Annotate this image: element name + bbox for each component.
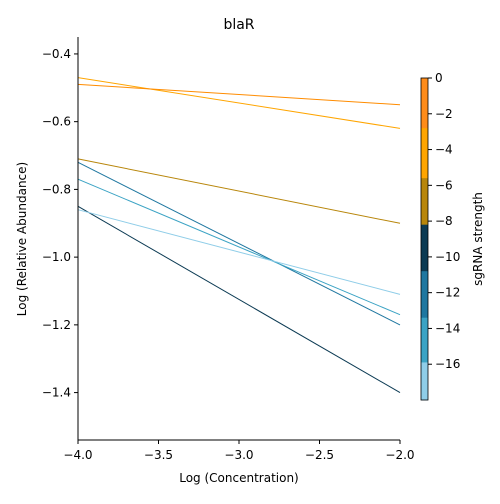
series-lines bbox=[77, 77, 401, 394]
series-line-4 bbox=[77, 161, 401, 326]
x-tick-label: −2.0 bbox=[385, 448, 414, 462]
y-tick-label: −1.2 bbox=[42, 318, 71, 332]
y-axis-label: Log (Relative Abundance) bbox=[15, 162, 29, 316]
colorbar-tick-label: −6 bbox=[435, 178, 453, 192]
colorbar-band-2 bbox=[421, 128, 428, 179]
colorbar-band-5 bbox=[421, 271, 428, 319]
x-ticks: −4.0 −3.5 −3.0 −2.5 −2.0 bbox=[63, 440, 415, 462]
series-line-3 bbox=[77, 158, 401, 224]
colorbar-ticks: 0 −2 −4 −6 −8 −10 −12 −14 −16 bbox=[428, 71, 460, 371]
y-tick-label: −1.0 bbox=[42, 250, 71, 264]
x-tick-label: −4.0 bbox=[63, 448, 92, 462]
x-tick-label: −3.0 bbox=[224, 448, 253, 462]
chart-title: blaR bbox=[223, 17, 254, 33]
colorbar-band-6 bbox=[421, 317, 428, 363]
colorbar-outline bbox=[420, 77, 429, 401]
axes bbox=[77, 37, 400, 441]
colorbar-tick-label: −8 bbox=[435, 214, 453, 228]
colorbar-tick-label: −10 bbox=[435, 250, 460, 264]
colorbar-tick-label: −14 bbox=[435, 321, 460, 335]
series-line-6 bbox=[77, 205, 401, 394]
y-tick-label: −1.4 bbox=[42, 386, 71, 400]
colorbar-tick-label: −2 bbox=[435, 107, 453, 121]
y-ticks: −1.4 −1.2 −1.0 −0.8 −0.6 −0.4 bbox=[42, 47, 78, 400]
colorbar-band-3 bbox=[421, 178, 428, 226]
colorbar-tick-label: −4 bbox=[435, 143, 453, 157]
colorbar-label: sgRNA strength bbox=[471, 192, 485, 286]
x-tick-label: −3.5 bbox=[144, 448, 173, 462]
colorbar-tick-label: −16 bbox=[435, 357, 460, 371]
colorbar bbox=[420, 77, 429, 401]
colorbar-tick-label: 0 bbox=[435, 71, 443, 85]
y-tick-label: −0.8 bbox=[42, 182, 71, 196]
series-line-5 bbox=[77, 178, 401, 316]
colorbar-tick-label: −12 bbox=[435, 286, 460, 300]
series-line-2 bbox=[77, 83, 401, 106]
y-tick-label: −0.4 bbox=[42, 47, 71, 61]
colorbar-band-1 bbox=[421, 78, 428, 129]
x-axis-label: Log (Concentration) bbox=[179, 471, 299, 485]
series-line-1 bbox=[77, 77, 401, 129]
y-tick-label: −0.6 bbox=[42, 115, 71, 129]
colorbar-band-7 bbox=[421, 362, 428, 401]
x-tick-label: −2.5 bbox=[305, 448, 334, 462]
colorbar-band-4 bbox=[421, 224, 428, 272]
series-line-7 bbox=[77, 209, 401, 295]
